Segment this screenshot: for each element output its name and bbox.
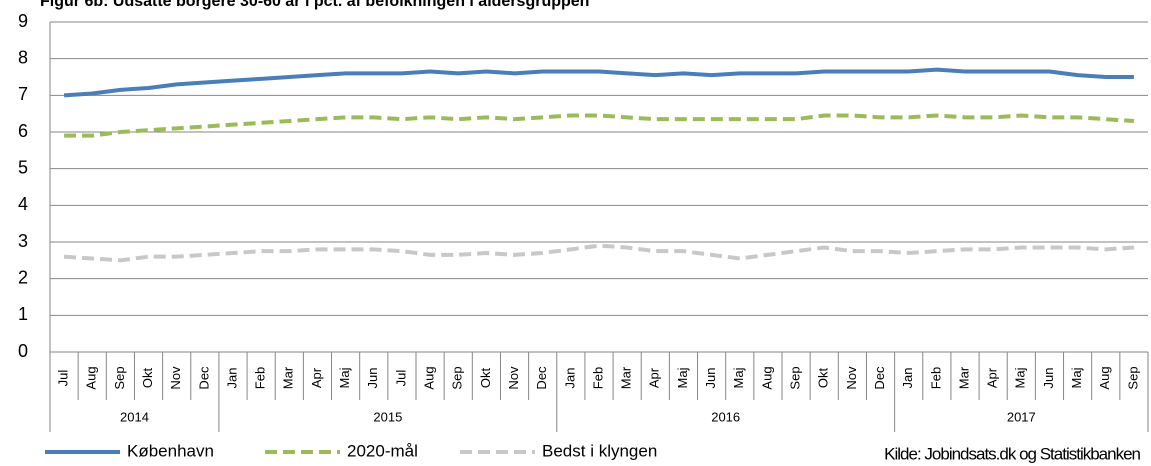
x-tick-label: Feb bbox=[928, 367, 943, 389]
legend-label: Bedst i klyngen bbox=[542, 441, 657, 460]
x-group-label: 2015 bbox=[373, 409, 402, 424]
series-line bbox=[63, 67, 1134, 98]
x-tick-label: Nov bbox=[506, 366, 521, 390]
x-tick-label: Jul bbox=[56, 370, 71, 387]
x-tick-label: Jul bbox=[393, 370, 408, 387]
x-tick-label: Aug bbox=[1097, 366, 1112, 389]
x-tick-label: Apr bbox=[309, 367, 324, 388]
y-tick-label: 6 bbox=[18, 121, 28, 141]
legend-label: 2020-mål bbox=[347, 441, 418, 460]
y-tick-label: 4 bbox=[18, 194, 28, 214]
x-tick-label: Nov bbox=[844, 366, 859, 390]
x-tick-label: Mar bbox=[619, 366, 634, 389]
y-tick-label: 0 bbox=[18, 341, 28, 361]
x-tick-label: Apr bbox=[985, 367, 1000, 388]
x-tick-label: Okt bbox=[140, 368, 155, 389]
x-tick-label: Jan bbox=[900, 368, 915, 389]
y-tick-label: 5 bbox=[18, 157, 28, 177]
x-group-label: 2014 bbox=[120, 409, 149, 424]
legend-label: København bbox=[127, 441, 214, 460]
y-tick-label: 9 bbox=[18, 11, 28, 31]
x-tick-label: Nov bbox=[168, 366, 183, 390]
x-tick-label: Jan bbox=[562, 368, 577, 389]
y-tick-label: 8 bbox=[18, 47, 28, 67]
x-tick-label: Dec bbox=[534, 366, 549, 390]
x-tick-label: Feb bbox=[253, 367, 268, 389]
y-tick-label: 2 bbox=[18, 267, 28, 287]
x-tick-label: Sep bbox=[1125, 366, 1140, 389]
x-tick-label: Maj bbox=[337, 367, 352, 388]
x-tick-label: Jun bbox=[365, 368, 380, 389]
x-tick-label: Apr bbox=[647, 367, 662, 388]
y-tick-label: 7 bbox=[18, 84, 28, 104]
x-tick-label: Maj bbox=[1013, 367, 1028, 388]
chart-title: Figur 6b: Udsatte borgere 30-60 år i pct… bbox=[40, 0, 589, 10]
x-tick-label: Sep bbox=[112, 366, 127, 389]
x-tick-label: Jun bbox=[703, 368, 718, 389]
x-tick-label: Aug bbox=[84, 366, 99, 389]
x-tick-label: Mar bbox=[956, 366, 971, 389]
x-tick-label: Aug bbox=[422, 366, 437, 389]
series-line bbox=[64, 113, 1135, 138]
x-tick-label: Sep bbox=[450, 366, 465, 389]
x-tick-label: Maj bbox=[1069, 367, 1084, 388]
x-tick-label: Okt bbox=[816, 368, 831, 389]
series-line bbox=[63, 243, 1135, 263]
x-tick-label: Aug bbox=[759, 366, 774, 389]
x-tick-label: Sep bbox=[788, 366, 803, 389]
y-tick-label: 1 bbox=[18, 304, 28, 324]
x-tick-label: Feb bbox=[590, 367, 605, 389]
source: Kilde: Jobindsats.dk og Statistikbanken bbox=[884, 444, 1140, 463]
x-group-label: 2016 bbox=[711, 409, 740, 424]
x-tick-label: Mar bbox=[281, 366, 296, 389]
x-tick-label: Dec bbox=[872, 366, 887, 390]
x-tick-label: Jan bbox=[224, 368, 239, 389]
x-tick-label: Okt bbox=[478, 368, 493, 389]
x-tick-label: Dec bbox=[196, 366, 211, 390]
x-tick-label: Maj bbox=[731, 367, 746, 388]
x-group-label: 2017 bbox=[1007, 409, 1036, 424]
x-tick-label: Jun bbox=[1041, 368, 1056, 389]
x-tick-label: Maj bbox=[675, 367, 690, 388]
y-tick-label: 3 bbox=[18, 231, 28, 251]
